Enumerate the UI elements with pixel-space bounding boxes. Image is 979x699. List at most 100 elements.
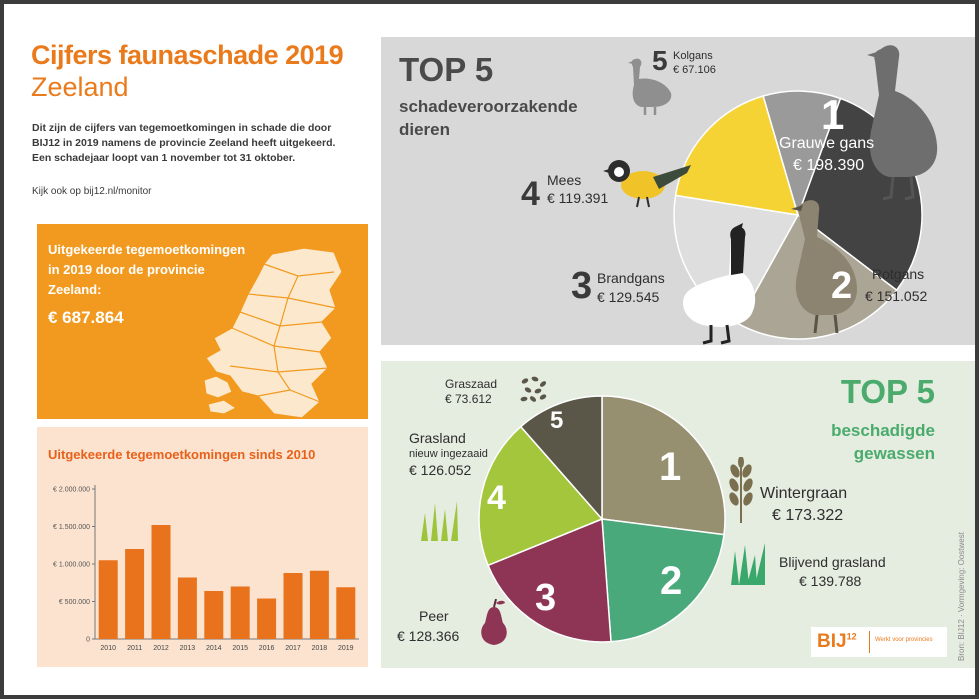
crops-subtitle-line: gewassen <box>853 444 935 463</box>
logo-sup: 12 <box>846 631 857 642</box>
crop-name-1: Wintergraan <box>760 485 848 502</box>
bar <box>151 525 171 639</box>
y-tick-label: € 1.000.000 <box>53 562 90 569</box>
x-tick-label: 2015 <box>232 645 248 652</box>
bar <box>283 573 303 639</box>
animal-name-1: Grauwe gans <box>779 135 875 152</box>
y-tick-label: € 2.000.000 <box>53 487 90 494</box>
pear-icon <box>481 599 507 645</box>
intro-text: Dit zijn de cijfers van tegemoetkomingen… <box>32 121 352 166</box>
bar <box>125 549 145 639</box>
animal-name-3: Brandgans <box>597 270 665 286</box>
infographic-page: Cijfers faunaschade 2019 Zeeland Dit zij… <box>4 4 975 695</box>
x-tick-label: 2017 <box>285 645 301 652</box>
x-tick-label: 2012 <box>153 645 169 652</box>
top5-animals-panel: TOP 5 schadeveroorzakende dieren 1 Grauw… <box>381 37 975 345</box>
crop-slice-1 <box>601 395 726 536</box>
crop-amount-5: € 73.612 <box>445 392 492 406</box>
crop-rank-3: 3 <box>535 577 557 619</box>
crops-subtitle: beschadigde gewassen <box>831 419 935 465</box>
crop-slice-4 <box>478 425 604 567</box>
crop-rank-5: 5 <box>550 407 564 434</box>
crop-name-4: Grasland <box>409 430 466 446</box>
animal-slice-5 <box>762 90 842 218</box>
crop-amount-3: € 128.366 <box>397 628 460 644</box>
mees-icon <box>603 160 691 208</box>
animal-amount-1: € 198.390 <box>793 157 865 174</box>
x-tick-label: 2018 <box>312 645 328 652</box>
chart-title: Uitgekeerde tegemoetkomingen sinds 2010 <box>48 447 316 462</box>
payout-title-line: Zeeland: <box>48 282 102 297</box>
x-tick-label: 2010 <box>100 645 116 652</box>
bar <box>204 591 224 639</box>
x-tick-label: 2014 <box>206 645 222 652</box>
crop-amount-2: € 139.788 <box>799 573 862 589</box>
grass-icon <box>731 543 765 585</box>
crop-rank-1: 1 <box>659 445 682 489</box>
credit-text: Bron: BIJ12 · Vormgeving: Oostwest <box>957 532 966 661</box>
bar <box>230 586 250 639</box>
bar <box>336 587 356 639</box>
wheat-icon <box>729 457 753 523</box>
monitor-link[interactable]: Kijk ook op bij12.nl/monitor <box>32 186 152 197</box>
grauwe-gans-icon <box>867 45 938 201</box>
crops-pie-chart <box>478 395 726 643</box>
bar <box>309 570 329 639</box>
animals-title: TOP 5 <box>399 51 494 88</box>
brandgans-icon <box>683 223 756 345</box>
crop-rank-4: 4 <box>487 479 506 517</box>
crop-subname-4: nieuw ingezaaid <box>409 448 488 460</box>
y-tick-label: € 1.500.000 <box>53 524 90 531</box>
x-tick-label: 2011 <box>127 645 142 652</box>
x-tick-label: 2016 <box>259 645 275 652</box>
y-tick-label: 0 <box>86 637 90 644</box>
animal-name-2: Rotgans <box>872 266 925 282</box>
logo-divider <box>869 631 870 653</box>
payout-amount: € 687.864 <box>48 308 124 327</box>
payout-title-line: Uitgekeerde tegemoetkomingen <box>48 242 246 257</box>
grass-seed-icon <box>520 376 547 402</box>
crops-subtitle-line: beschadigde <box>831 421 935 440</box>
crops-title: TOP 5 <box>840 373 935 410</box>
animals-subtitle-line: schadeveroorzakende <box>399 97 578 116</box>
animal-name-4: Mees <box>547 172 582 188</box>
crop-amount-1: € 173.322 <box>772 507 844 524</box>
kolgans-icon <box>628 58 672 115</box>
crop-name-2: Blijvend grasland <box>779 554 886 570</box>
crop-amount-4: € 126.052 <box>409 462 472 478</box>
animal-amount-3: € 129.545 <box>597 289 660 305</box>
netherlands-map-icon <box>203 247 343 419</box>
animal-rank-5: 5 <box>652 45 668 76</box>
crop-name-5: Graszaad <box>445 377 498 391</box>
bar-chart-svg: 0 € 500.000 € 1.000.000 € 1.500.000 € 2.000.… <box>53 485 359 652</box>
bar <box>257 598 277 639</box>
crop-name-3: Peer <box>419 608 449 624</box>
animal-rank-1: 1 <box>821 91 845 138</box>
top5-crops-panel: TOP 5 beschadigde gewassen <box>381 361 975 668</box>
intro-line: Dit zijn de cijfers van tegemoetkomingen… <box>32 122 332 134</box>
animal-slice-4 <box>674 95 800 216</box>
x-tick-label: 2013 <box>180 645 196 652</box>
page-subtitle: Zeeland <box>31 72 129 102</box>
payout-box: Uitgekeerde tegemoetkomingen in 2019 doo… <box>37 224 368 419</box>
x-tick-label: 2019 <box>338 645 354 652</box>
y-tick-label: € 500.000 <box>59 599 90 606</box>
logo-word: BIJ <box>817 631 847 652</box>
bar <box>177 577 197 639</box>
animals-subtitle-line: dieren <box>399 120 451 139</box>
bij12-logo: BIJ12 Werkt voor provincies <box>811 627 947 657</box>
payout-title-line: in 2019 door de provincie <box>48 262 205 277</box>
animal-amount-5: € 67.106 <box>673 64 716 76</box>
animal-amount-4: € 119.391 <box>547 190 609 206</box>
payout-title: Uitgekeerde tegemoetkomingen in 2019 doo… <box>48 240 248 300</box>
yearly-payout-chart: Uitgekeerde tegemoetkomingen sinds 2010 … <box>37 427 368 667</box>
rotgans-icon <box>791 200 857 334</box>
intro-line: BIJ12 in 2019 namens de provincie Zeelan… <box>32 137 336 149</box>
crop-rank-2: 2 <box>660 559 683 603</box>
bar <box>98 560 118 639</box>
crop-slice-3 <box>487 517 612 643</box>
animal-amount-2: € 151.052 <box>865 288 928 304</box>
page-title: Cijfers faunaschade 2019 <box>31 40 344 70</box>
intro-line: Een schadejaar loopt van 1 november tot … <box>32 152 296 164</box>
animal-rank-4: 4 <box>521 175 540 213</box>
